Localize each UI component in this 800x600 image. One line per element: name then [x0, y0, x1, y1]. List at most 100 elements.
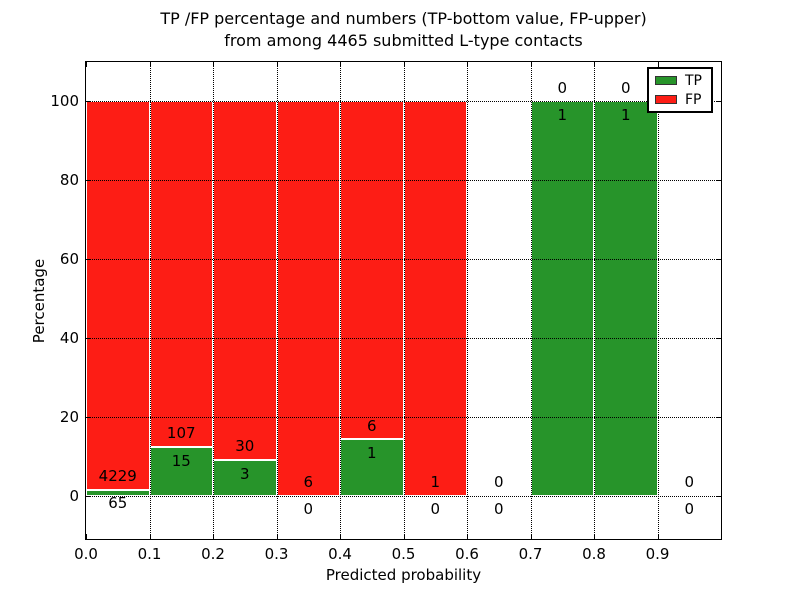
- y-tick-right-20: [716, 416, 721, 418]
- legend-swatch-tp: [655, 76, 677, 85]
- y-tick-label-60: 60: [59, 250, 79, 269]
- legend-swatch-fp: [655, 95, 677, 104]
- x-tick-top-0.2: [213, 62, 214, 67]
- plot-area: TP FP 4229 65 107 15 30 3 6 0 6 1 1 0 0 0 0 1 0 1 0 0: [86, 62, 721, 539]
- y-tick-label-20: 20: [59, 407, 79, 426]
- fp-count-label-0: 4229: [98, 466, 137, 485]
- x-tick-label-0.4: 0.4: [328, 545, 352, 563]
- fp-count-label-2: 30: [235, 437, 255, 455]
- fp-count-label-3: 6: [303, 472, 314, 491]
- y-tick-left-40: [86, 337, 91, 339]
- gridline-v-0.7: [530, 62, 532, 539]
- x-tick-bottom-0.7: [530, 534, 532, 539]
- x-axis-label: Predicted probability: [325, 566, 482, 584]
- gridline-v-0.6: [467, 62, 468, 539]
- y-tick-left-20: [86, 416, 91, 418]
- gridline-v-0.5: [403, 62, 405, 539]
- gridline-v-0.3: [276, 62, 278, 539]
- fp-bar-4: [340, 101, 404, 440]
- tp-count-label-6: 0: [493, 500, 504, 519]
- fp-bar-1: [149, 101, 213, 448]
- x-tick-label-0.8: 0.8: [582, 545, 606, 563]
- x-tick-bottom-0.1: [149, 534, 151, 539]
- legend: TP FP: [647, 67, 713, 113]
- x-tick-top-0.7: [530, 62, 532, 67]
- y-tick-left-0: [86, 495, 91, 497]
- x-tick-top-0.9: [657, 62, 659, 67]
- gridline-v-0.1: [149, 62, 151, 539]
- x-tick-bottom-0.0: [86, 534, 87, 539]
- x-tick-label-0.5: 0.5: [391, 545, 416, 563]
- x-tick-bottom-0.3: [276, 534, 278, 539]
- fp-count-label-7: 0: [557, 78, 568, 97]
- tp-count-label-7: 1: [557, 106, 568, 125]
- y-tick-right-60: [716, 259, 721, 261]
- fp-bar-2: [213, 101, 277, 460]
- y-tick-right-80: [716, 180, 721, 182]
- y-tick-label-40: 40: [59, 328, 79, 347]
- gridline-v-0.8: [594, 62, 595, 539]
- tp-count-label-2: 3: [239, 464, 250, 483]
- tp-count-label-5: 0: [430, 500, 441, 519]
- legend-label-tp: TP: [685, 72, 702, 89]
- fp-bar-0: [86, 101, 150, 490]
- tp-bar-0: [86, 489, 150, 496]
- y-tick-left-80: [86, 180, 91, 182]
- gridline-v-0.9: [657, 62, 659, 539]
- gridline-v-0.4: [340, 62, 341, 539]
- x-tick-label-0.6: 0.6: [455, 545, 479, 563]
- x-tick-label-0.0: 0.0: [74, 545, 98, 563]
- fp-count-label-4: 6: [366, 416, 377, 435]
- y-tick-right-40: [716, 337, 721, 339]
- x-tick-bottom-0.9: [657, 534, 659, 539]
- x-tick-top-0.0: [86, 62, 87, 67]
- tp-bar-7: [530, 101, 594, 496]
- x-tick-label-0.9: 0.9: [645, 545, 670, 563]
- tp-count-label-4: 1: [366, 444, 377, 463]
- x-tick-label-0.1: 0.1: [137, 545, 162, 563]
- x-tick-top-0.6: [467, 62, 468, 67]
- tp-count-label-3: 0: [303, 500, 314, 519]
- legend-label-fp: FP: [685, 91, 702, 108]
- x-tick-bottom-0.5: [403, 534, 405, 539]
- fp-count-label-1: 107: [166, 424, 196, 443]
- x-tick-bottom-0.8: [594, 534, 595, 539]
- x-tick-bottom-0.4: [340, 534, 341, 539]
- y-tick-label-0: 0: [69, 486, 79, 505]
- fp-count-label-9: 0: [684, 472, 695, 491]
- x-tick-top-0.4: [340, 62, 341, 67]
- fp-count-label-5: 1: [430, 472, 441, 491]
- chart-title-line1: TP /FP percentage and numbers (TP-bottom…: [160, 9, 647, 28]
- fp-bar-3: [276, 101, 340, 496]
- tp-count-label-8: 1: [620, 106, 631, 125]
- gridline-v-0.2: [213, 62, 214, 539]
- tp-bar-4: [340, 439, 404, 496]
- legend-item-fp: FP: [655, 93, 705, 107]
- tp-count-label-0: 65: [108, 494, 128, 513]
- fp-count-label-6: 0: [493, 472, 504, 491]
- plot-frame: TP FP 4229 65 107 15 30 3 6 0 6 1 1 0 0 0 0 1 0 1 0 0: [85, 61, 722, 540]
- x-tick-top-0.1: [149, 62, 151, 67]
- tp-bar-8: [594, 101, 658, 496]
- chart-title: TP /FP percentage and numbers (TP-bottom…: [85, 8, 722, 52]
- x-tick-top-0.3: [276, 62, 278, 67]
- y-tick-right-0: [716, 495, 721, 497]
- x-tick-label-0.2: 0.2: [201, 545, 225, 563]
- y-tick-left-60: [86, 259, 91, 261]
- x-tick-top-0.5: [403, 62, 405, 67]
- y-tick-label-100: 100: [50, 92, 79, 111]
- tp-bar-1: [149, 447, 213, 496]
- y-tick-right-100: [716, 101, 721, 103]
- fp-count-label-8: 0: [620, 78, 631, 97]
- x-tick-top-0.8: [594, 62, 595, 67]
- x-tick-label-0.7: 0.7: [518, 545, 543, 563]
- tp-count-label-9: 0: [684, 500, 695, 519]
- tp-count-label-1: 15: [171, 451, 191, 470]
- chart-title-line2: from among 4465 submitted L-type contact…: [224, 31, 583, 50]
- fp-bar-5: [403, 101, 467, 496]
- x-tick-label-0.3: 0.3: [264, 545, 289, 563]
- y-tick-label-80: 80: [59, 171, 79, 190]
- x-tick-bottom-0.2: [213, 534, 214, 539]
- y-tick-left-100: [86, 101, 91, 103]
